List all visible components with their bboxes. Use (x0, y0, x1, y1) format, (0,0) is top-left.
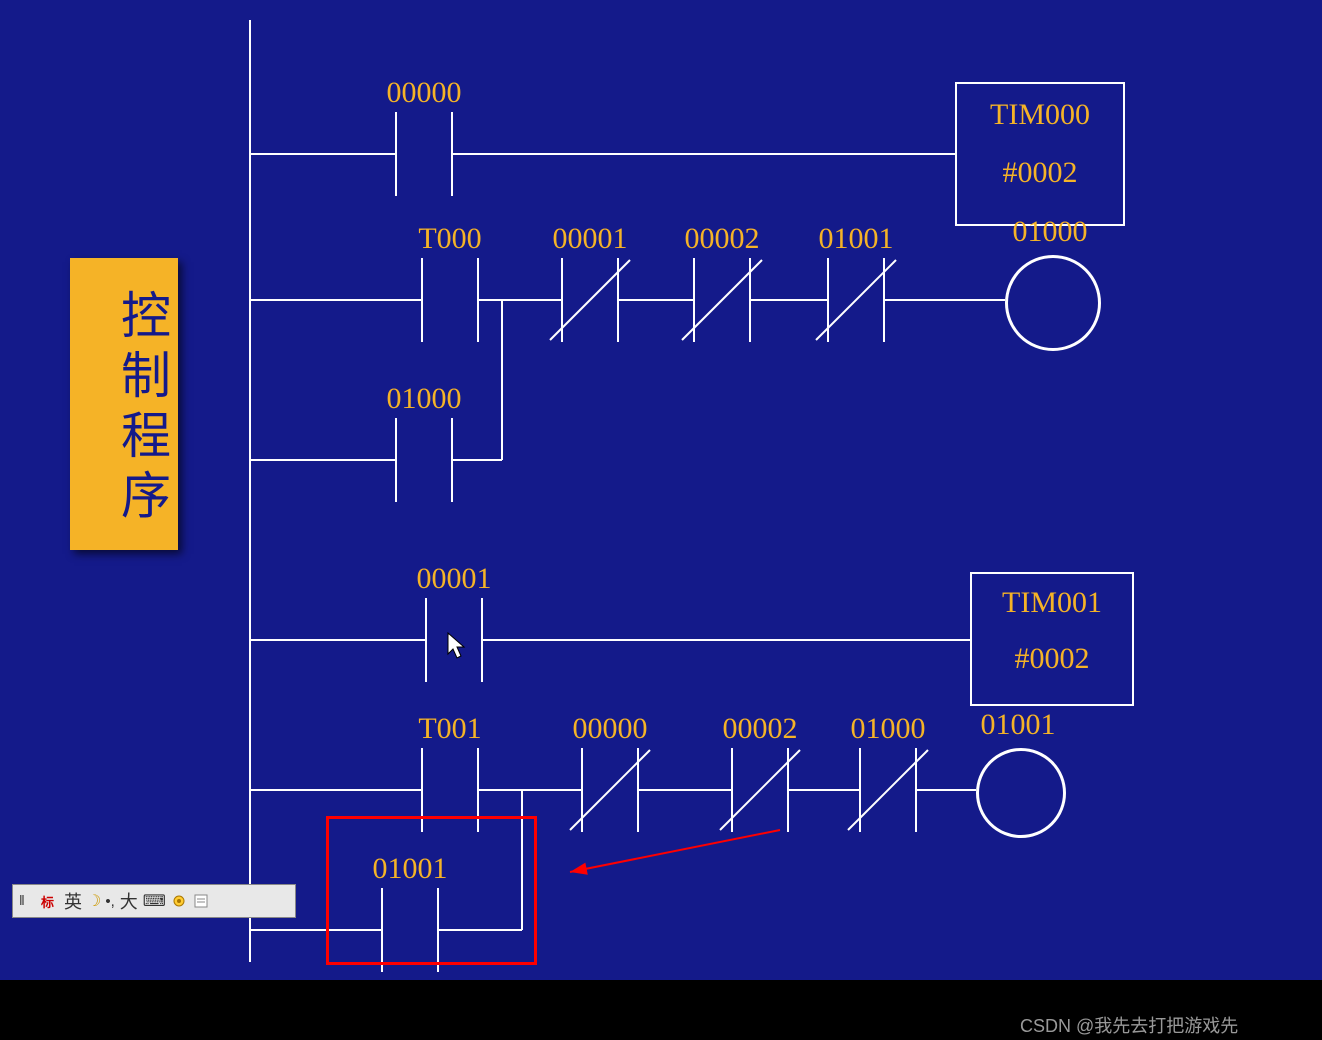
output-coil-1 (1005, 255, 1101, 351)
contact-label: 00002 (723, 712, 798, 746)
timer-box-2: TIM001 #0002 (970, 572, 1134, 706)
contact-label: 01001 (819, 222, 894, 256)
diagram-canvas: 控制程序 TIM000 #0002 TIM001 #0002 00000 T000… (0, 0, 1322, 1040)
ime-options-icon[interactable] (192, 892, 210, 910)
ime-lang-label[interactable]: 英 (64, 888, 82, 914)
watermark-text: CSDN @我先去打把游戏先 (1020, 1012, 1238, 1038)
contact-label: 00002 (685, 222, 760, 256)
highlight-rectangle (326, 816, 537, 965)
ime-toolbar[interactable]: ‖ 标 英 ☽ •, 大 ⌨ (12, 884, 296, 918)
ime-punct-icon[interactable]: •, (105, 893, 114, 910)
ime-logo-icon[interactable]: 标 (41, 892, 59, 910)
ime-case-label[interactable]: 大 (120, 888, 138, 914)
contact-label: T001 (418, 712, 481, 746)
contact-label: 01000 (851, 712, 926, 746)
vertical-title: 控制程序 (70, 258, 178, 550)
ime-handle-icon[interactable]: ‖ (19, 892, 37, 910)
timer1-line2: #0002 (957, 156, 1123, 190)
contact-label: 00000 (573, 712, 648, 746)
contact-label: 01000 (1013, 215, 1088, 249)
timer2-line2: #0002 (972, 642, 1132, 676)
timer2-line1: TIM001 (972, 586, 1132, 620)
ime-keyboard-icon[interactable]: ⌨ (143, 891, 166, 911)
output-coil-2 (976, 748, 1066, 838)
contact-label: 01001 (981, 708, 1056, 742)
contact-label: 00001 (417, 562, 492, 596)
ime-moon-icon[interactable]: ☽ (87, 891, 101, 911)
contact-label: 00001 (553, 222, 628, 256)
contact-label: T000 (418, 222, 481, 256)
contact-label: 00000 (387, 76, 462, 110)
contact-label: 01000 (387, 382, 462, 416)
timer-box-1: TIM000 #0002 (955, 82, 1125, 226)
ime-settings-icon[interactable] (170, 892, 188, 910)
timer1-line1: TIM000 (957, 98, 1123, 132)
